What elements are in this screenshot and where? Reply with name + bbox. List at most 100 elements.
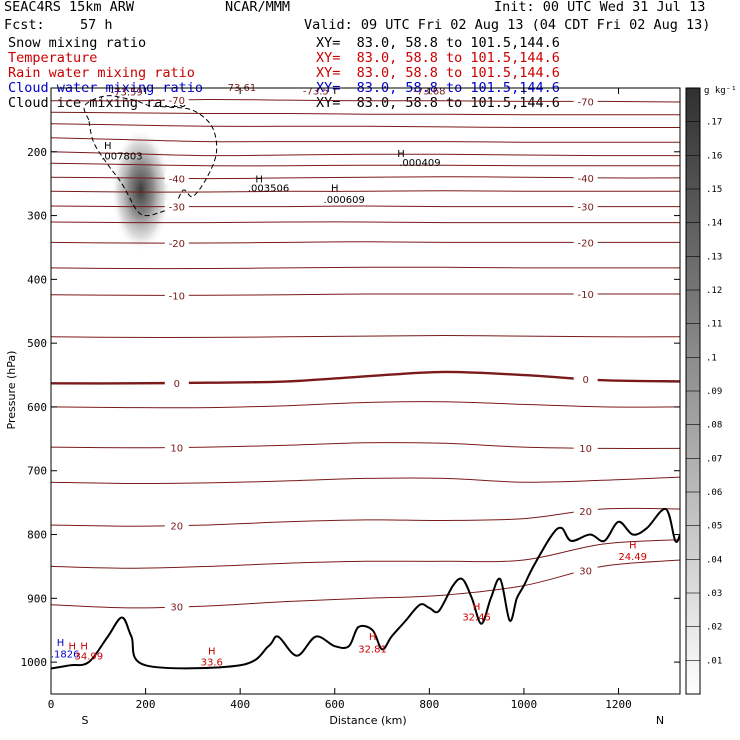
isotherm-m15 — [51, 266, 680, 270]
y-tick-label-8: 1000 — [21, 656, 48, 669]
terrain-surface — [51, 507, 680, 670]
high-marker-1: H — [255, 174, 263, 185]
colorbar-tick-label-16: .17 — [706, 118, 722, 128]
model-name: SEAC4RS 15km ARW — [4, 0, 135, 15]
colorbar-tick-label-11: .12 — [706, 286, 722, 296]
isotherm-label-m70-1: -70 — [577, 97, 593, 108]
extremum-value-13: 34.99 — [75, 652, 104, 663]
isotherm-m65 — [51, 111, 680, 116]
colorbar-tick-label-8: .09 — [706, 387, 722, 397]
isotherm-label-m30-0: -30 — [169, 203, 185, 214]
init-time: Init: 00 UTC Wed 31 Jul 13 — [494, 0, 706, 15]
high-marker-5: H — [369, 632, 377, 643]
isotherm-label-bg — [164, 93, 189, 105]
colorbar-tick-label-0: .01 — [706, 656, 722, 666]
high-marker-2: H — [331, 183, 339, 194]
x-axis-title: Distance (km) — [329, 714, 406, 727]
extremum-value-6: .000609 — [324, 195, 365, 206]
isotherm-m25 — [51, 221, 680, 224]
y-tick-label-4: 600 — [27, 401, 47, 414]
isotherm-label-bg — [164, 519, 189, 531]
isotherm-5 — [51, 401, 680, 409]
extremum-value-7: .000409 — [399, 158, 440, 169]
high-marker-7: H — [629, 541, 637, 552]
endpoint-left: S — [82, 714, 89, 727]
colorbar-unit: g kg⁻¹ — [704, 86, 737, 96]
high-marker-6: H — [473, 602, 481, 613]
extremum-value-4: .007803 — [101, 151, 142, 162]
isotherm-label-m20-1: -20 — [577, 238, 593, 249]
y-tick-label-6: 800 — [27, 529, 47, 542]
high-marker-0: H — [104, 141, 112, 152]
forecast-hour: 57 h — [80, 17, 113, 33]
legend-label-rain: Rain water mixing ratio — [8, 65, 195, 81]
x-tick-label-1: 200 — [136, 698, 156, 711]
isotherm-m50 — [51, 151, 680, 157]
y-tick-label-3: 500 — [27, 337, 47, 350]
legend-xy-snow: XY= 83.0, 58.8 to 101.5,144.6 — [316, 35, 560, 51]
colorbar-tick-label-2: .03 — [706, 589, 722, 599]
isotherm-label-bg — [573, 95, 598, 107]
colorbar-tick-label-14: .15 — [706, 185, 722, 195]
isotherm-m55 — [51, 137, 680, 143]
organization: NCAR/MMM — [225, 0, 291, 15]
isotherm-label-bg — [573, 200, 598, 212]
isotherm-label-bg — [573, 171, 598, 183]
high-marker-3: H — [397, 149, 405, 160]
isotherm-label-bg — [573, 505, 598, 517]
extremum-value-0: -73.59 — [111, 88, 143, 99]
isotherm-label-m30-1: -30 — [577, 203, 593, 214]
high-marker-8: H — [57, 638, 65, 649]
x-tick-label-2: 400 — [230, 698, 250, 711]
isotherm-label-bg — [164, 200, 189, 212]
isotherm-m45 — [51, 162, 680, 167]
snow-shading — [110, 128, 171, 253]
isotherm-label-m70-0: -70 — [169, 96, 185, 107]
colorbar-tick-label-5: .06 — [706, 488, 722, 498]
cloud-ice-contour — [83, 95, 218, 217]
x-tick-label-0: 0 — [48, 698, 55, 711]
legend-xy-cloud-ice: XY= 83.0, 58.8 to 101.5,144.6 — [316, 95, 560, 111]
colorbar-tick-label-1: .02 — [706, 623, 722, 633]
legend-xy-rain: XY= 83.0, 58.8 to 101.5,144.6 — [316, 65, 560, 81]
colorbar-tick-label-12: .13 — [706, 252, 722, 262]
isotherm-label-bg — [164, 600, 189, 612]
isotherm-label-0-1: 0 — [582, 375, 588, 386]
isotherm-label-30-1: 30 — [579, 567, 592, 578]
isotherm-label-bg — [164, 289, 189, 301]
x-tick-label-5: 1000 — [511, 698, 538, 711]
extremum-value-5: .003506 — [248, 183, 289, 194]
y-tick-label-2: 400 — [27, 273, 47, 286]
colorbar-tick-label-3: .04 — [706, 555, 722, 565]
isotherm-m5 — [51, 334, 680, 338]
forecast-label: Fcst: — [4, 17, 45, 33]
isotherm-label-bg — [164, 237, 189, 249]
x-tick-label-4: 800 — [419, 698, 439, 711]
colorbar-tick-label-10: .11 — [706, 320, 722, 330]
isotherm-label-bg — [164, 441, 189, 453]
extremum-value-8: 33.6 — [201, 657, 223, 668]
plot-frame — [50, 87, 681, 695]
high-marker-9: H — [69, 641, 77, 652]
y-tick-label-1: 300 — [27, 210, 47, 223]
isotherm-label-30-0: 30 — [170, 603, 183, 614]
isotherm-label-m10-1: -10 — [577, 290, 593, 301]
legend-label-snow: Snow mixing ratio — [8, 35, 147, 51]
isotherm-label-bg — [573, 442, 598, 454]
colorbar-tick-label-6: .07 — [706, 454, 722, 464]
valid-time: Valid: 09 UTC Fri 02 Aug 13 (04 CDT Fri … — [304, 17, 711, 33]
isotherm-label-m10-0: -10 — [169, 291, 185, 302]
isotherm-label-20-0: 20 — [170, 521, 183, 532]
isotherm-label-m40-1: -40 — [577, 174, 593, 185]
x-tick-label-6: 1200 — [605, 698, 632, 711]
extremum-value-9: 32.81 — [358, 645, 387, 656]
y-axis-title: Pressure (hPa) — [5, 351, 18, 430]
legend-xy-temperature: XY= 83.0, 58.8 to 101.5,144.6 — [316, 50, 560, 66]
isotherm-label-m40-0: -40 — [169, 174, 185, 185]
colorbar-tick-label-7: .08 — [706, 421, 722, 431]
isotherm-m35 — [51, 190, 680, 193]
colorbar-tick-label-13: .14 — [706, 219, 722, 229]
x-tick-label-3: 600 — [325, 698, 345, 711]
isotherm-label-bg — [573, 236, 598, 248]
